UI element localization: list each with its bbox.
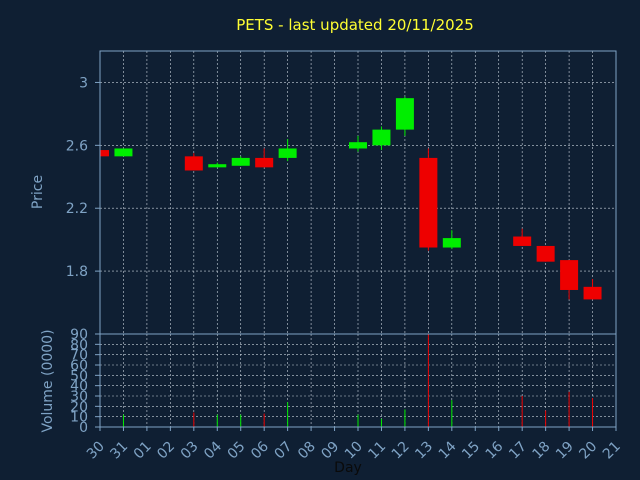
day-tick-label: 09 xyxy=(318,439,342,463)
volume-tick-label: 50 xyxy=(70,368,88,384)
price-axis-label: Price xyxy=(30,175,46,209)
candle-body xyxy=(513,236,532,246)
price-tick-label: 2.6 xyxy=(66,138,88,154)
candle-body xyxy=(184,156,203,171)
volume-axis-label: Volume (0000) xyxy=(40,329,56,432)
day-tick-label: 16 xyxy=(483,438,507,462)
volume-tick-label: 80 xyxy=(70,337,88,353)
price-tick-label: 1.8 xyxy=(66,264,88,280)
day-tick-label: 20 xyxy=(576,439,600,463)
day-tick-label: 04 xyxy=(201,438,225,462)
volume-tick-label: 10 xyxy=(70,410,88,426)
candle-body xyxy=(349,142,367,149)
day-tick-label: 18 xyxy=(530,439,554,463)
candle-body xyxy=(419,157,438,248)
day-tick-label: 15 xyxy=(459,439,483,463)
day-tick-label: 17 xyxy=(506,439,530,463)
volume-tick-label: 0 xyxy=(79,420,88,436)
candle-body xyxy=(536,245,555,262)
volume-tick-label: 60 xyxy=(70,358,88,374)
candle-body xyxy=(442,238,461,248)
chart-title: PETS - last updated 20/11/2025 xyxy=(236,16,474,34)
volume-tick-label: 90 xyxy=(70,327,88,343)
candle-body xyxy=(208,164,227,168)
day-tick-label: 02 xyxy=(154,439,178,463)
price-tick-label: 2.2 xyxy=(66,201,88,217)
day-tick-label: 11 xyxy=(365,439,389,463)
day-tick-label: 01 xyxy=(131,439,155,463)
volume-tick-label: 40 xyxy=(70,379,88,395)
candle-body xyxy=(278,148,297,158)
day-tick-label: 30 xyxy=(84,439,108,463)
candle-body xyxy=(231,157,250,166)
day-tick-label: 14 xyxy=(436,438,460,462)
day-tick-label: 12 xyxy=(389,439,413,463)
day-tick-label: 10 xyxy=(342,439,366,463)
candle-body xyxy=(372,129,391,146)
day-tick-label: 21 xyxy=(600,439,624,463)
candle-body xyxy=(583,286,602,300)
volume-tick-label: 30 xyxy=(70,389,88,405)
day-tick-label: 03 xyxy=(178,439,202,463)
day-tick-label: 05 xyxy=(225,439,249,463)
candle-body xyxy=(100,150,109,157)
volume-panel: 30 31 01 02 03 04 05 06 07 08 09 10 11 12 13 14 15 16 17 18… xyxy=(70,327,624,462)
day-tick-label: 31 xyxy=(107,439,131,463)
day-tick-label: 06 xyxy=(248,438,272,462)
price-tick-label: 3 xyxy=(79,75,88,91)
candle-body xyxy=(560,260,579,290)
day-tick-label: 13 xyxy=(412,439,436,463)
candle-body xyxy=(255,157,274,168)
price-panel: 1.8 2.2 2.6 3 xyxy=(66,50,617,335)
day-tick-label: 07 xyxy=(272,439,296,463)
day-tick-label: 08 xyxy=(295,439,319,463)
candle-body xyxy=(114,148,133,157)
candle-body xyxy=(395,98,414,130)
day-axis-label: Day xyxy=(334,460,362,476)
volume-tick-label: 70 xyxy=(70,348,88,364)
volume-panel-frame xyxy=(99,333,617,428)
day-tick-label: 19 xyxy=(553,439,577,463)
volume-tick-label: 20 xyxy=(70,399,88,415)
